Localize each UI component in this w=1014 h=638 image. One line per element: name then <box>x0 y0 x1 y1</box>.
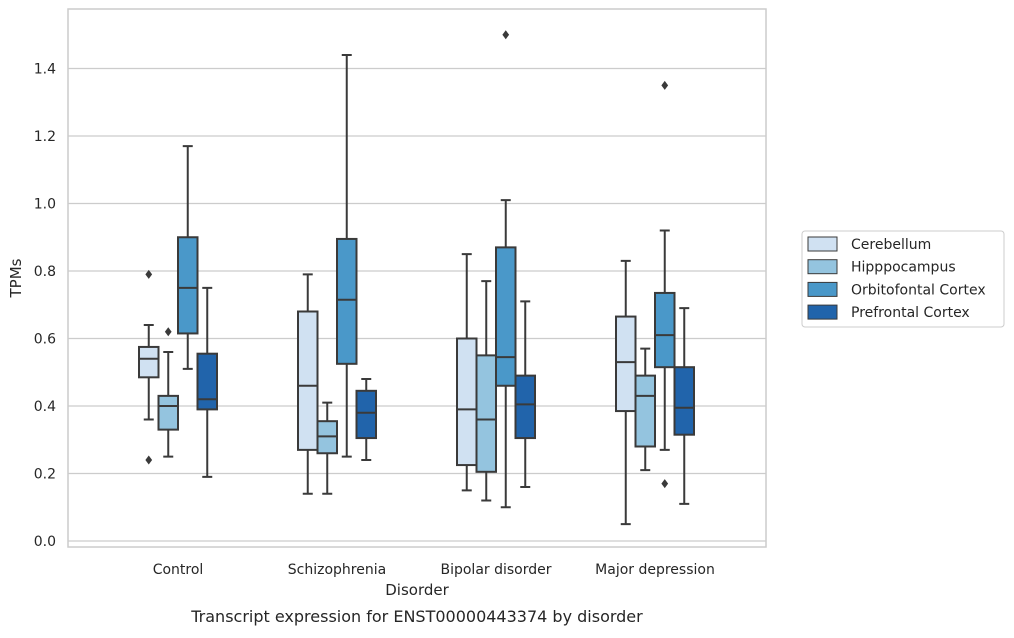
x-tick-label: Major depression <box>595 562 715 578</box>
box-body <box>514 374 536 440</box>
y-tick-labels: 0.0 0.2 0.4 0.6 0.8 1.0 1.2 1.4 <box>34 62 56 551</box>
outlier-point <box>502 30 510 40</box>
box-plots <box>138 30 695 526</box>
legend-item: Prefrontal Cortex <box>807 304 970 321</box>
outlier-point <box>145 269 153 279</box>
box-body <box>615 315 637 413</box>
legend-swatch <box>807 236 838 252</box>
outlier-point <box>145 455 153 465</box>
y-tick-label: 1.0 <box>34 197 56 213</box>
legend-label: Cerebellum <box>851 237 931 253</box>
legend-items: Cerebellum Hipppocampus Orbitofontal Corte… <box>807 236 986 321</box>
box-plot <box>514 300 536 488</box>
box-plot <box>673 307 695 505</box>
legend-swatch <box>807 304 838 320</box>
legend-swatch <box>807 281 838 297</box>
box-plot <box>654 80 676 489</box>
outlier-point <box>164 327 172 337</box>
x-tick-labels: Control Schizophrenia Bipolar disorder Majo… <box>153 562 715 578</box>
box-body <box>654 291 676 369</box>
legend-swatch <box>807 259 838 275</box>
box-body <box>297 310 319 451</box>
legend-item: Hipppocampus <box>807 259 956 276</box>
outlier-point <box>661 479 669 489</box>
y-tick-label: 1.2 <box>34 129 56 145</box>
box-body <box>634 374 656 448</box>
box-body <box>157 394 179 431</box>
outlier-point <box>661 80 669 90</box>
legend-item: Orbitofontal Cortex <box>807 281 986 298</box>
y-tick-label: 0.2 <box>34 467 56 483</box>
box-plot <box>495 30 517 509</box>
x-axis-label: Disorder <box>385 581 449 599</box>
box-plot <box>177 145 199 370</box>
y-tick-label: 1.4 <box>34 62 56 78</box>
box-plot <box>615 259 637 526</box>
box-plot <box>157 327 179 458</box>
legend-label: Hipppocampus <box>851 260 956 276</box>
box-plot <box>196 286 218 478</box>
legend-label: Orbitofontal Cortex <box>851 282 986 298</box>
box-plot <box>634 347 656 472</box>
box-plot <box>336 54 358 458</box>
y-tick-label: 0.8 <box>34 264 56 280</box>
box-plot <box>297 273 319 495</box>
box-body <box>336 237 358 365</box>
box-body <box>177 236 199 335</box>
box-plot <box>355 378 377 461</box>
box-plot <box>475 280 497 502</box>
series-cerebellum <box>138 253 637 526</box>
box-body <box>138 345 160 379</box>
box-body <box>495 246 517 387</box>
box-body <box>456 337 478 467</box>
box-body <box>355 389 377 440</box>
y-axis-label: TPMs <box>7 258 25 298</box>
x-tick-label: Schizophrenia <box>288 562 386 578</box>
x-tick-label: Bipolar disorder <box>440 562 551 578</box>
legend-item: Cerebellum <box>807 236 931 253</box>
series-hipppocampus <box>157 280 656 502</box>
legend-frame <box>801 230 1005 328</box>
x-tick-label: Control <box>153 562 204 578</box>
plot-area-frame <box>67 8 767 548</box>
legend-label: Prefrontal Cortex <box>851 305 970 321</box>
box-body <box>196 352 218 411</box>
box-plot <box>316 401 338 495</box>
y-tick-label: 0.4 <box>34 399 56 415</box>
series-prefrontal-cortex <box>196 286 695 505</box>
box-plot <box>138 269 160 465</box>
y-tick-label: 0.6 <box>34 332 56 348</box>
figure-caption: Transcript expression for ENST0000044337… <box>190 607 643 626</box>
series-orbitofontal-cortex <box>177 30 676 509</box>
box-body <box>673 366 695 436</box>
legend: Cerebellum Hipppocampus Orbitofontal Corte… <box>801 230 1005 328</box>
box-body <box>475 354 497 473</box>
y-tick-label: 0.0 <box>34 534 56 550</box>
